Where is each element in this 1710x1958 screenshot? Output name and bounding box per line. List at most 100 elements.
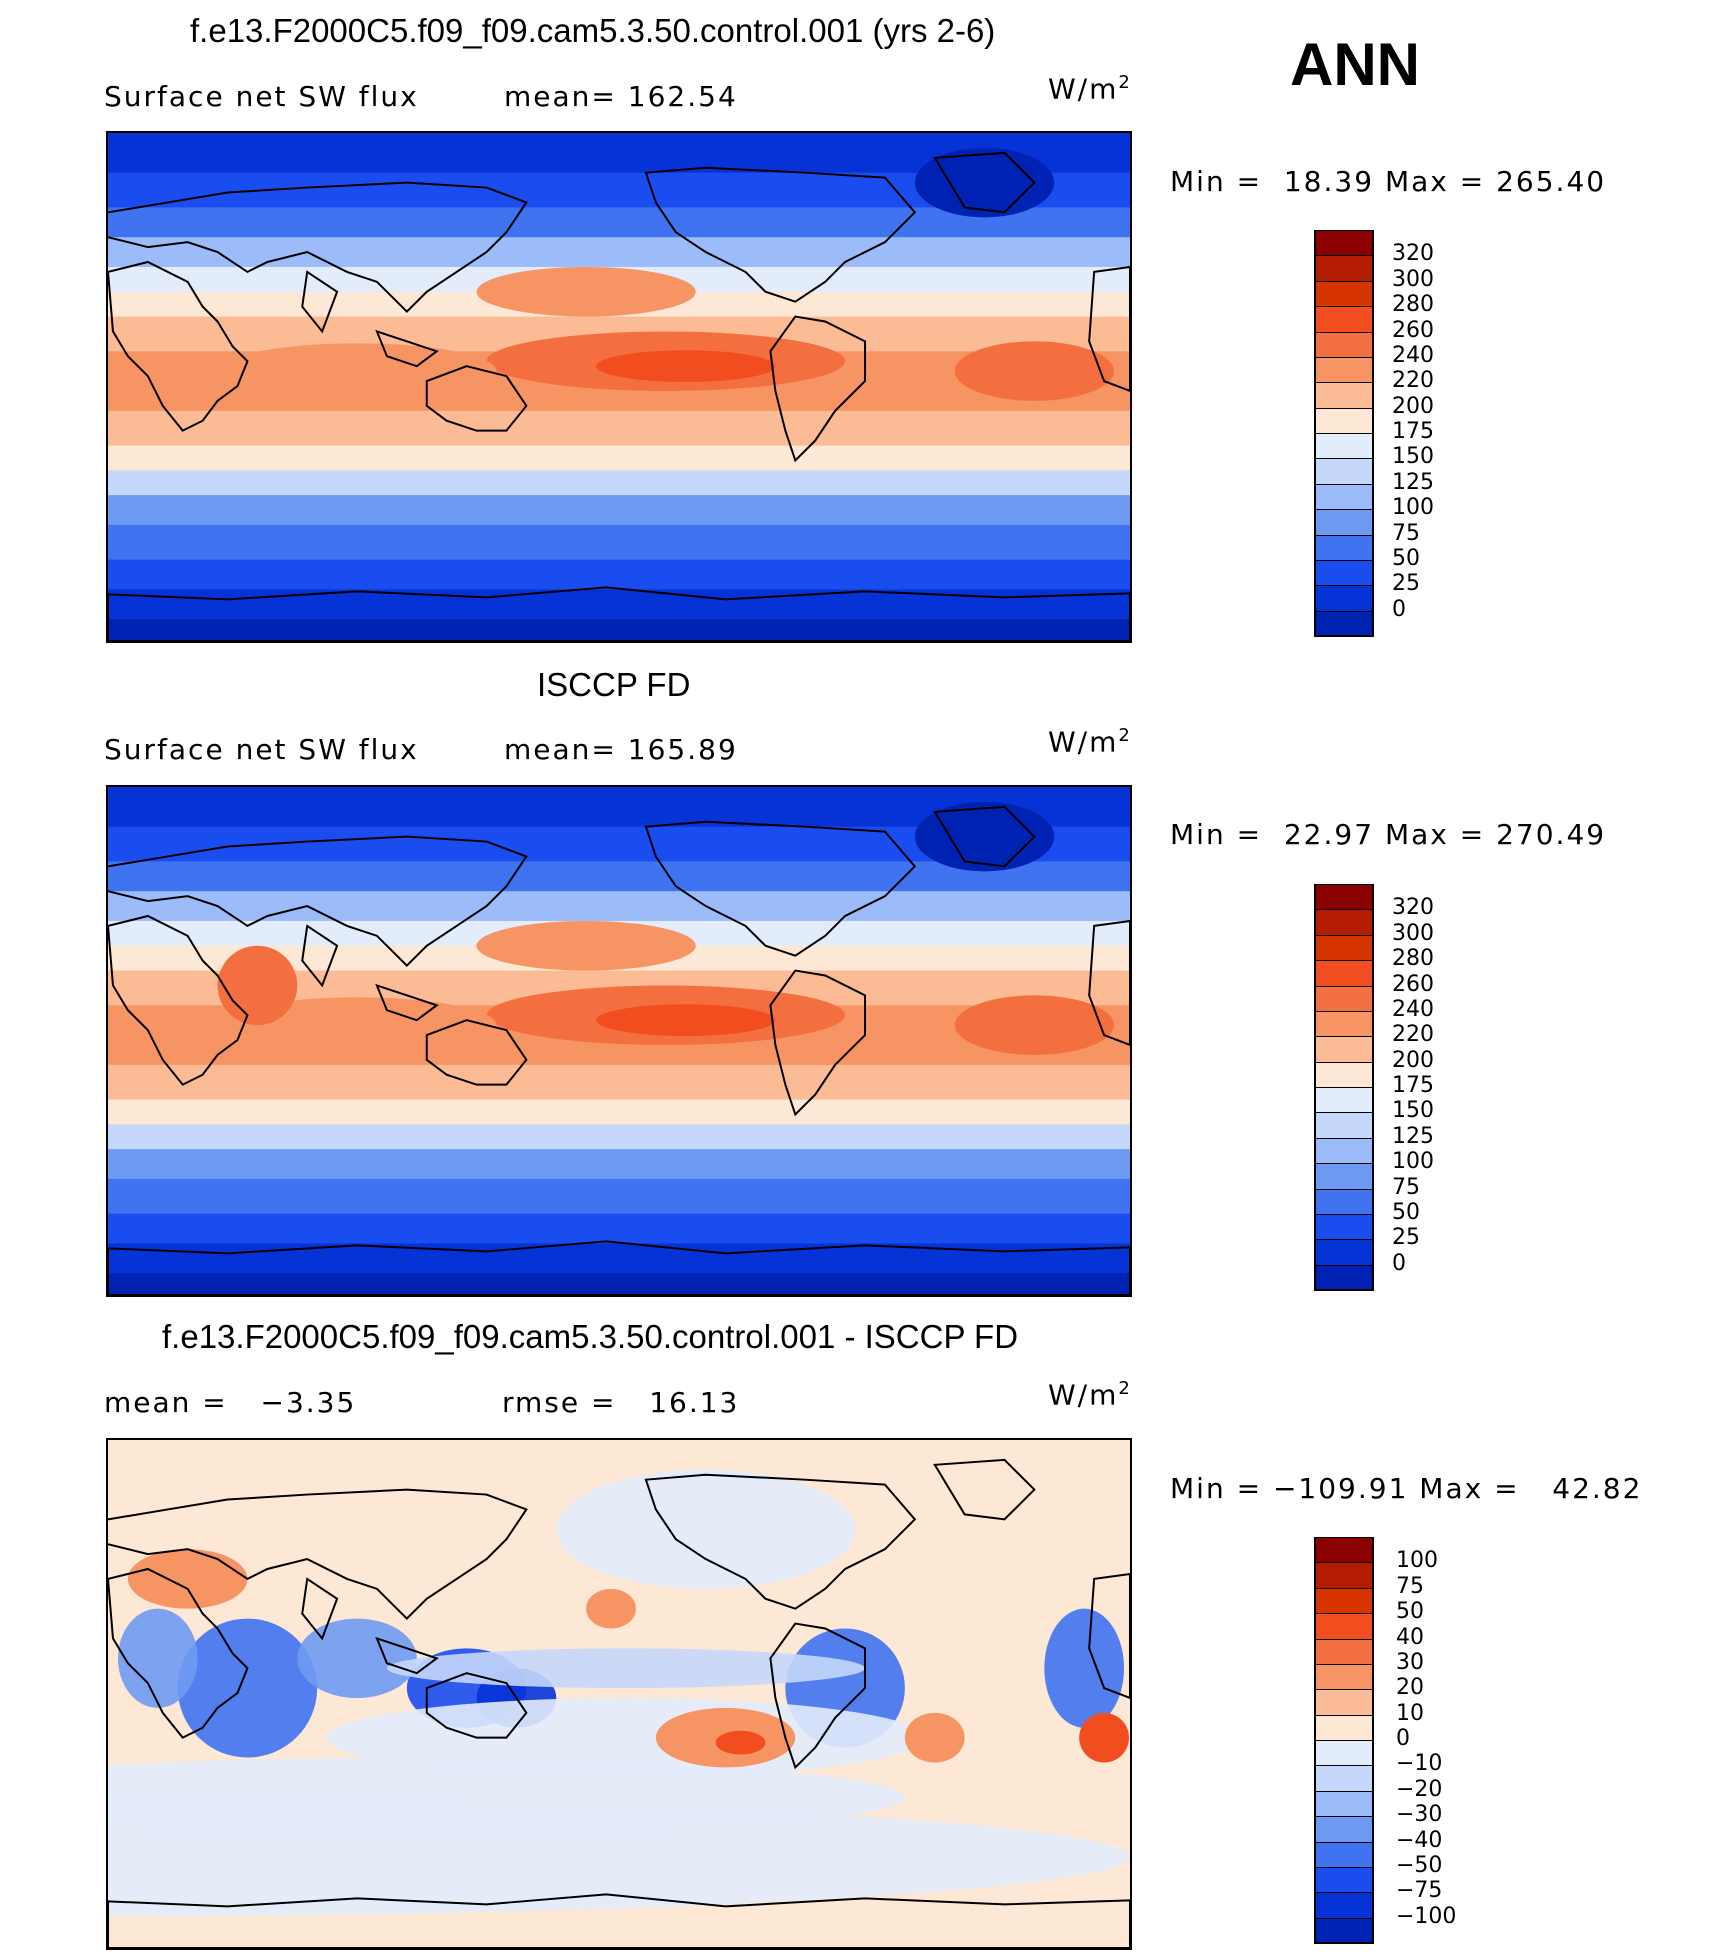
minmax-label: Min = −109.91 Max = 42.82 <box>1170 1472 1643 1505</box>
colorbar-swatch <box>1314 585 1374 612</box>
colorbar-swatch <box>1314 534 1374 561</box>
anomaly-patch <box>904 1712 965 1763</box>
colorbar-swatch <box>1314 509 1374 536</box>
colorbar-swatch <box>1314 1587 1374 1615</box>
colorbar-tick-label: 25 <box>1392 571 1420 597</box>
colorbar-swatch <box>1314 1917 1374 1944</box>
colorbar-swatch <box>1314 1790 1374 1818</box>
colorbar-tick-label: 125 <box>1392 469 1434 495</box>
mean-value: 162.54 <box>627 80 738 113</box>
colorbar-swatch <box>1314 433 1374 460</box>
colorbar-tick-label: 75 <box>1392 520 1420 546</box>
coastline <box>301 924 339 988</box>
latitude-band <box>108 1213 1130 1245</box>
rmse-label: rmse = 16.13 <box>502 1386 740 1419</box>
units-label: W/m2 <box>1048 72 1132 106</box>
colorbar-tick-label: 175 <box>1392 419 1434 444</box>
anomaly-patch <box>1044 1608 1125 1728</box>
units-label: W/m2 <box>1048 1378 1132 1412</box>
units-label: W/m2 <box>1048 725 1132 759</box>
colorbar-tick-label: 175 <box>1392 1073 1434 1098</box>
warm-region <box>476 920 696 971</box>
coastline <box>375 329 439 368</box>
coastline <box>933 151 1036 214</box>
latitude-band <box>108 1064 1130 1101</box>
colorbar-swatch <box>1314 1689 1374 1716</box>
colorbar-swatch <box>1314 1137 1374 1165</box>
colorbar-swatch <box>1314 960 1374 987</box>
colorbar-swatch <box>1314 1816 1374 1843</box>
latitude-band <box>108 1099 1130 1126</box>
colorbar-swatch <box>1314 1714 1374 1741</box>
latitude-band <box>108 1178 1130 1215</box>
warm-region <box>954 995 1115 1055</box>
colorbar-tick-label: 75 <box>1396 1573 1424 1599</box>
anomaly-patch <box>177 1618 318 1758</box>
colorbar-tick-label: 25 <box>1392 1225 1420 1251</box>
panel-title: f.e13.F2000C5.f09_f09.cam5.3.50.control.… <box>190 12 996 49</box>
colorbar-tick-label: −100 <box>1396 1903 1457 1929</box>
colorbar-swatch <box>1314 1036 1374 1063</box>
coastline <box>108 260 249 432</box>
colorbar-tick-label: 20 <box>1396 1675 1424 1701</box>
season-label: ANN <box>1290 31 1420 98</box>
latitude-band <box>108 524 1130 561</box>
warm-region <box>596 1004 776 1037</box>
colorbar-swatch <box>1314 1841 1374 1868</box>
latitude-band <box>108 1273 1130 1295</box>
coastline <box>425 1672 528 1739</box>
colorbar-swatch <box>1314 1663 1374 1691</box>
mean-label: mean= 165.89 <box>504 733 738 766</box>
colorbar-swatch <box>1314 1010 1374 1038</box>
anomaly-patch <box>108 1797 1130 1917</box>
latitude-band <box>108 589 1130 621</box>
coastline <box>301 270 339 334</box>
coastline <box>933 1458 1036 1521</box>
coastline <box>1088 265 1130 393</box>
coastline <box>769 1622 867 1770</box>
latitude-band <box>108 410 1130 447</box>
coastline <box>933 805 1036 868</box>
colorbar-tick-label: 260 <box>1392 971 1434 997</box>
cold-region <box>914 801 1055 872</box>
map-obs <box>106 785 1132 1297</box>
colorbar-tick-label: 40 <box>1396 1624 1424 1650</box>
colorbar-tick-label: −40 <box>1396 1827 1443 1853</box>
colorbar-tick-label: 150 <box>1392 1098 1434 1124</box>
coastline <box>108 914 249 1086</box>
coastline <box>1088 919 1130 1047</box>
coastline <box>375 1636 439 1675</box>
colorbar-swatch <box>1314 1163 1374 1190</box>
colorbar-tick-label: 240 <box>1392 996 1434 1022</box>
colorbar-tick-label: 100 <box>1396 1548 1438 1574</box>
colorbar-swatch <box>1314 909 1374 936</box>
colorbar-tick-label: −20 <box>1396 1776 1443 1802</box>
colorbar-swatch <box>1314 1112 1374 1139</box>
colorbar-swatch <box>1314 255 1374 282</box>
coastline <box>644 1473 917 1610</box>
colorbar-swatch <box>1314 1562 1374 1589</box>
anomaly-patch <box>715 1730 766 1755</box>
colorbar-swatch <box>1314 1264 1374 1291</box>
colorbar-tick-label: 320 <box>1392 241 1434 267</box>
colorbar-swatch <box>1314 458 1374 485</box>
colorbar-swatch <box>1314 1087 1374 1114</box>
anomaly-patch <box>297 1618 417 1698</box>
colorbar-swatch <box>1314 1188 1374 1215</box>
mean-value: −3.35 <box>260 1386 357 1419</box>
minmax-label: Min = 22.97 Max = 270.49 <box>1170 818 1607 851</box>
anomaly-patch <box>556 1469 856 1589</box>
coastline <box>425 1019 528 1086</box>
mean-label: mean= 162.54 <box>504 80 738 113</box>
map-model <box>106 131 1132 643</box>
colorbar-swatch <box>1314 356 1374 384</box>
anomaly-patch <box>117 1608 198 1708</box>
colorbar-tick-label: −30 <box>1396 1802 1443 1828</box>
colorbar-swatch <box>1314 1892 1374 1919</box>
cold-region <box>914 147 1055 218</box>
coastline <box>301 1577 339 1641</box>
coastline <box>108 1488 528 1620</box>
colorbar-swatch <box>1314 1866 1374 1894</box>
colorbar-tick-label: 50 <box>1396 1599 1424 1625</box>
coastline <box>108 181 528 313</box>
